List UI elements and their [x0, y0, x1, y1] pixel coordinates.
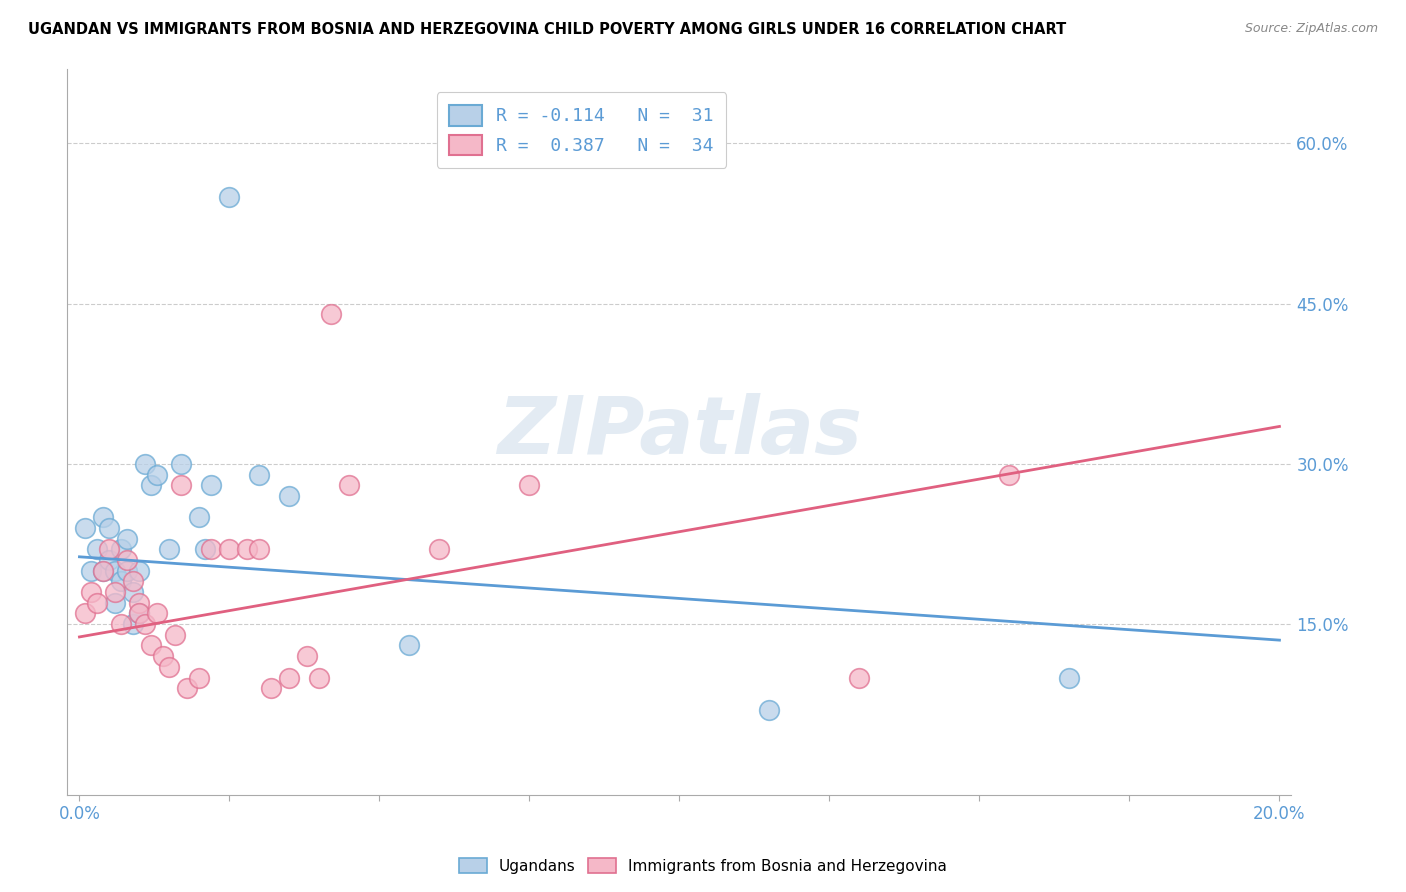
Point — [170, 457, 193, 471]
Point — [134, 617, 156, 632]
Point — [260, 681, 283, 696]
Point — [117, 564, 139, 578]
Point — [278, 671, 301, 685]
Legend: R = -0.114   N =  31, R =  0.387   N =  34: R = -0.114 N = 31, R = 0.387 N = 34 — [437, 92, 727, 168]
Point — [98, 553, 121, 567]
Point — [218, 542, 240, 557]
Point — [188, 510, 211, 524]
Point — [128, 564, 150, 578]
Legend: Ugandans, Immigrants from Bosnia and Herzegovina: Ugandans, Immigrants from Bosnia and Her… — [453, 852, 953, 880]
Point — [146, 607, 169, 621]
Point — [141, 639, 163, 653]
Point — [339, 478, 361, 492]
Point — [93, 510, 115, 524]
Point — [110, 542, 132, 557]
Point — [308, 671, 330, 685]
Point — [122, 617, 145, 632]
Point — [134, 457, 156, 471]
Point — [80, 564, 103, 578]
Point — [80, 585, 103, 599]
Point — [998, 467, 1021, 482]
Point — [200, 542, 222, 557]
Point — [128, 596, 150, 610]
Point — [278, 489, 301, 503]
Point — [110, 617, 132, 632]
Point — [141, 478, 163, 492]
Point — [249, 467, 271, 482]
Point — [159, 542, 181, 557]
Point — [159, 660, 181, 674]
Point — [176, 681, 198, 696]
Point — [104, 585, 127, 599]
Point — [848, 671, 870, 685]
Point — [117, 532, 139, 546]
Point — [1059, 671, 1081, 685]
Point — [93, 564, 115, 578]
Point — [117, 553, 139, 567]
Point — [218, 190, 240, 204]
Point — [93, 564, 115, 578]
Point — [110, 574, 132, 589]
Point — [86, 542, 108, 557]
Point — [188, 671, 211, 685]
Text: UGANDAN VS IMMIGRANTS FROM BOSNIA AND HERZEGOVINA CHILD POVERTY AMONG GIRLS UNDE: UGANDAN VS IMMIGRANTS FROM BOSNIA AND HE… — [28, 22, 1066, 37]
Point — [146, 467, 169, 482]
Point — [122, 585, 145, 599]
Point — [236, 542, 259, 557]
Point — [297, 649, 319, 664]
Point — [152, 649, 174, 664]
Point — [758, 703, 780, 717]
Point — [170, 478, 193, 492]
Point — [98, 542, 121, 557]
Point — [200, 478, 222, 492]
Point — [249, 542, 271, 557]
Point — [104, 564, 127, 578]
Point — [98, 521, 121, 535]
Point — [194, 542, 217, 557]
Point — [75, 521, 97, 535]
Point — [104, 596, 127, 610]
Point — [398, 639, 420, 653]
Point — [86, 596, 108, 610]
Point — [519, 478, 541, 492]
Point — [321, 307, 343, 321]
Point — [165, 628, 187, 642]
Text: Source: ZipAtlas.com: Source: ZipAtlas.com — [1244, 22, 1378, 36]
Point — [429, 542, 451, 557]
Point — [128, 607, 150, 621]
Point — [75, 607, 97, 621]
Point — [128, 607, 150, 621]
Point — [122, 574, 145, 589]
Text: ZIPatlas: ZIPatlas — [496, 392, 862, 471]
